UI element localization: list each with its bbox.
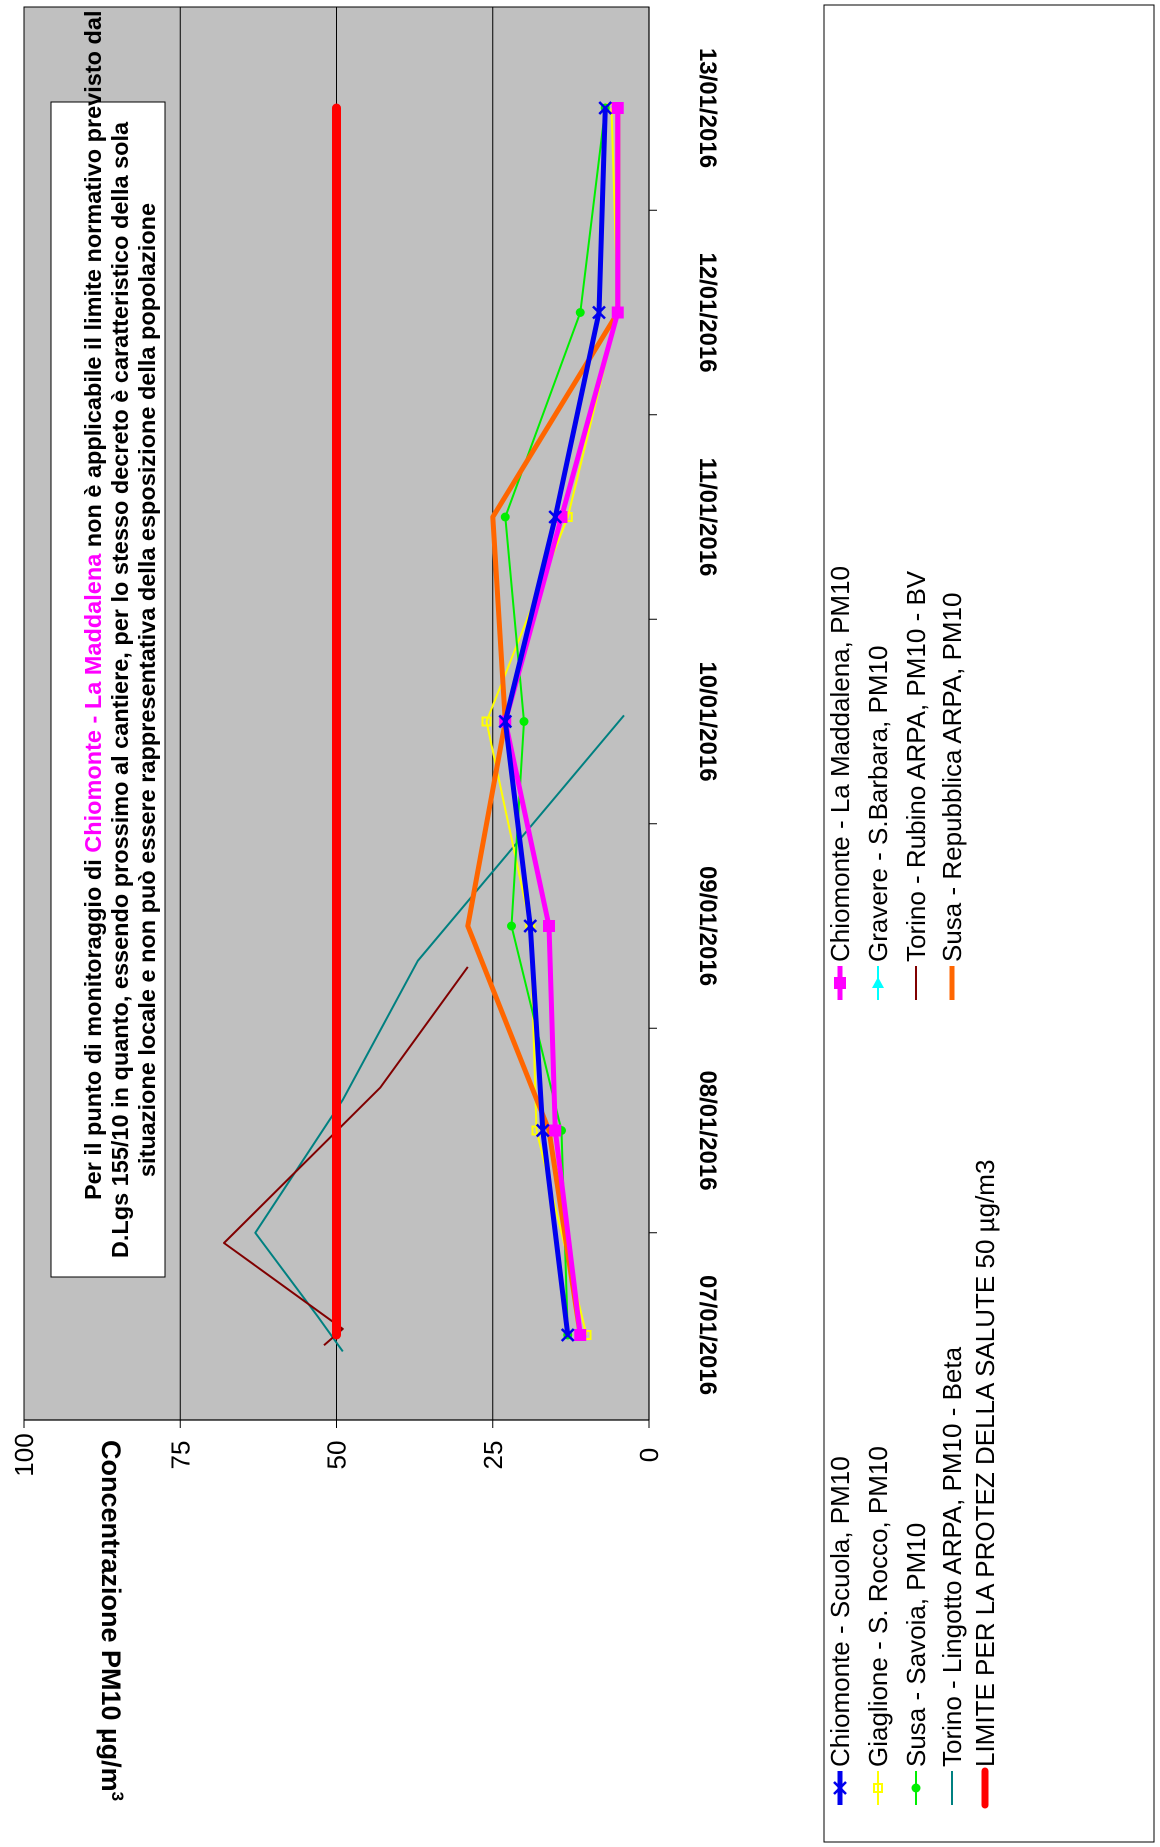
series-0 bbox=[498, 101, 613, 1342]
value-tick-label-2: 50 bbox=[322, 1441, 352, 1470]
series-0-point-5 bbox=[592, 305, 606, 320]
series-1-point-6 bbox=[611, 102, 624, 114]
legend-label-6: Torino - Lingotto ARPA, PM10 - Beta bbox=[937, 1346, 967, 1767]
legend-marker-4 bbox=[911, 1783, 921, 1793]
legend-item-8: LIMITE PER LA PROTEZ DELLA SALUTE 50 µg/… bbox=[970, 1160, 1000, 1809]
legend-label-8: LIMITE PER LA PROTEZ DELLA SALUTE 50 µg/… bbox=[970, 1160, 1000, 1767]
legend-item-5: Torino - Rubino ARPA, PM10 - BV bbox=[901, 570, 931, 1000]
series-0-point-3 bbox=[498, 714, 513, 729]
legend-item-3: Gravere - S.Barbara, PM10 bbox=[863, 646, 893, 1000]
series-line-6 bbox=[254, 714, 625, 1352]
series-2-point-3 bbox=[481, 716, 492, 727]
series-0-point-4 bbox=[548, 510, 563, 524]
series-lines bbox=[223, 101, 625, 1352]
series-4-point-4 bbox=[500, 512, 510, 522]
series-4-point-5 bbox=[575, 308, 585, 317]
category-label-2: 09/01/2016 bbox=[694, 866, 721, 986]
series-1-point-1 bbox=[549, 1124, 562, 1137]
legend-marker-0 bbox=[833, 1781, 847, 1795]
category-label-3: 10/01/2016 bbox=[694, 661, 721, 781]
series-0-point-6 bbox=[598, 101, 613, 115]
value-tick-label-1: 25 bbox=[478, 1441, 508, 1470]
category-label-4: 11/01/2016 bbox=[694, 458, 721, 577]
series-0-point-1 bbox=[535, 1123, 550, 1138]
annotation-line-1: Per il punto di monitoraggio di Chiomont… bbox=[80, 11, 106, 1201]
legend-label-7: Susa - Repubblica ARPA, PM10 bbox=[937, 593, 967, 962]
y-axis-title-sup: 3 bbox=[108, 1792, 127, 1801]
legend-box bbox=[823, 4, 1155, 1843]
annotation-seg-1: Per il punto di monitoraggio di bbox=[80, 853, 106, 1200]
annotation-box: Per il punto di monitoraggio di Chiomont… bbox=[50, 11, 166, 1278]
series-0-point-2 bbox=[523, 919, 538, 933]
legend-marker-2 bbox=[873, 1783, 883, 1793]
legend-marker-1 bbox=[834, 977, 846, 989]
series-0-point-0 bbox=[560, 1328, 575, 1342]
value-tick-label-4: 100 bbox=[9, 1433, 39, 1476]
legend-marker-3 bbox=[872, 977, 884, 988]
legend-label-5: Torino - Rubino ARPA, PM10 - BV bbox=[901, 570, 931, 962]
y-axis-title: Concentrazione PM10 µg/m3 bbox=[96, 1440, 127, 1801]
annotation-line-3: situazione locale e non può essere rappr… bbox=[134, 203, 160, 1177]
legend-label-2: Giaglione - S. Rocco, PM10 bbox=[863, 1446, 893, 1767]
category-label-1: 08/01/2016 bbox=[694, 1070, 721, 1190]
value-tick-label-3: 75 bbox=[165, 1441, 195, 1470]
axes: 0 25 50 75 100 07/01/2016 08/01/2016 09/01/2016… bbox=[9, 7, 721, 1477]
series-6 bbox=[254, 714, 625, 1352]
svg-text:Concentrazione PM10 µg/m3: Concentrazione PM10 µg/m3 bbox=[96, 1440, 127, 1801]
legend-item-4: Susa - Savoia, PM10 bbox=[901, 1523, 931, 1805]
series-1-point-0 bbox=[574, 1329, 587, 1341]
value-tick-label-0: 0 bbox=[634, 1448, 664, 1462]
legend-label-4: Susa - Savoia, PM10 bbox=[901, 1523, 931, 1767]
legend-item-2: Giaglione - S. Rocco, PM10 bbox=[863, 1446, 893, 1805]
annotation-seg-3: non è applicabile il limite normativo pr… bbox=[80, 11, 106, 554]
legend-item-7: Susa - Repubblica ARPA, PM10 bbox=[937, 593, 967, 1000]
legend-item-6: Torino - Lingotto ARPA, PM10 - Beta bbox=[937, 1346, 967, 1805]
legend-item-0: Chiomonte - Scuola, PM10 bbox=[825, 1456, 855, 1805]
legend-label-0: Chiomonte - Scuola, PM10 bbox=[825, 1456, 855, 1767]
series-4-point-2 bbox=[507, 921, 516, 931]
category-label-0: 07/01/2016 bbox=[694, 1275, 721, 1395]
series-1-point-5 bbox=[611, 306, 624, 319]
legend-label-1: Chiomonte - La Maddalena, PM10 bbox=[825, 566, 855, 962]
series-1-point-2 bbox=[543, 920, 555, 932]
y-axis-title-text: Concentrazione PM10 µg/m bbox=[96, 1440, 126, 1792]
legend: Chiomonte - Scuola, PM10 Chiomonte - La M… bbox=[825, 566, 1000, 1809]
category-label-6: 13/01/2016 bbox=[694, 48, 721, 168]
legend-label-3: Gravere - S.Barbara, PM10 bbox=[863, 646, 893, 962]
annotation-line-2: D.Lgs 155/10 in quanto, essendo prossimo… bbox=[107, 121, 133, 1258]
category-label-5: 12/01/2016 bbox=[694, 252, 721, 372]
series-4-point-3 bbox=[519, 717, 529, 726]
annotation-seg-2: Chiomonte - La Maddalena bbox=[80, 553, 106, 853]
legend-item-1: Chiomonte - La Maddalena, PM10 bbox=[825, 566, 855, 1000]
